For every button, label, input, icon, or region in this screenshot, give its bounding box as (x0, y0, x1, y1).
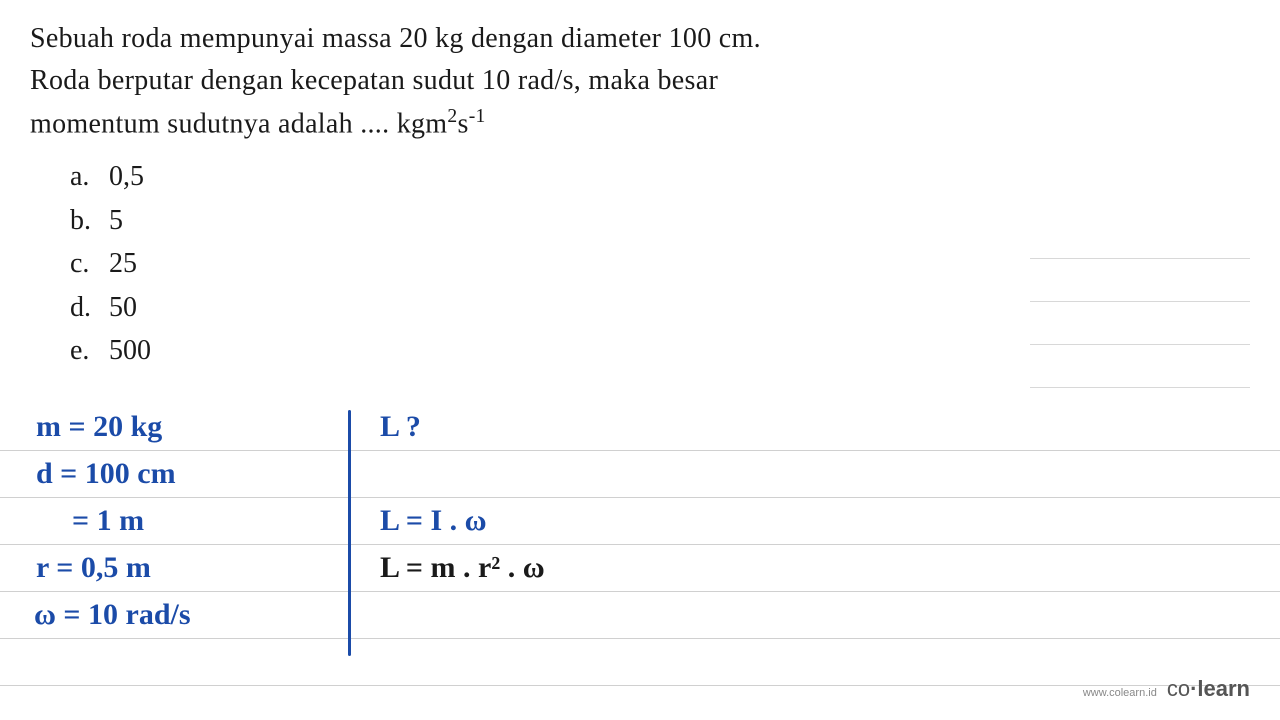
hw-given-mass: m = 20 kg (36, 410, 162, 444)
hw-formula-L-mr2w: L = m . r² . ω (380, 551, 545, 585)
hw-formula-L-Iw: L = I . ω (380, 504, 487, 538)
option-value: 500 (109, 335, 151, 366)
hw-given-radius: r = 0,5 m (36, 551, 151, 585)
option-a: a. 0,5 (70, 155, 1250, 198)
side-rule-line (1030, 302, 1250, 345)
footer-brand: co·learn (1167, 676, 1250, 702)
option-value: 25 (109, 248, 137, 279)
brand-co: co (1167, 676, 1190, 701)
option-value: 0,5 (109, 161, 144, 192)
question-line-2: Roda berputar dengan kecepatan sudut 10 … (30, 60, 1250, 102)
question-line-3: momentum sudutnya adalah .... kgm2s-1 (30, 102, 1250, 145)
question-line-3-mid: s (458, 108, 469, 139)
hw-given-diameter: d = 100 cm (36, 457, 176, 491)
question-line-3-prefix: momentum sudutnya adalah .... kgm (30, 108, 447, 139)
question-sup-2: -1 (469, 106, 486, 127)
footer: www.colearn.id co·learn (1083, 676, 1250, 702)
hw-given-omega: ω = 10 rad/s (34, 598, 191, 632)
side-rule-line (1030, 345, 1250, 388)
hw-given-diameter-m: = 1 m (72, 504, 144, 538)
handwriting-divider (348, 410, 351, 656)
footer-url: www.colearn.id (1083, 687, 1157, 699)
question-sup-1: 2 (447, 106, 457, 127)
hw-asked-L: L ? (380, 410, 421, 444)
ruled-line (0, 404, 1280, 451)
ruled-paper-area (0, 404, 1280, 686)
side-rule-line (1030, 216, 1250, 259)
option-label: d. (70, 286, 102, 329)
option-label: c. (70, 242, 102, 285)
question-line-1: Sebuah roda mempunyai massa 20 kg dengan… (30, 18, 1250, 60)
option-label: e. (70, 329, 102, 372)
side-rule-lines (1030, 216, 1250, 388)
option-value: 5 (109, 205, 123, 236)
ruled-line (0, 498, 1280, 545)
option-label: a. (70, 155, 102, 198)
ruled-line (0, 451, 1280, 498)
ruled-line (0, 545, 1280, 592)
option-label: b. (70, 199, 102, 242)
brand-learn: learn (1197, 676, 1250, 701)
ruled-line (0, 592, 1280, 639)
side-rule-line (1030, 259, 1250, 302)
option-value: 50 (109, 292, 137, 323)
